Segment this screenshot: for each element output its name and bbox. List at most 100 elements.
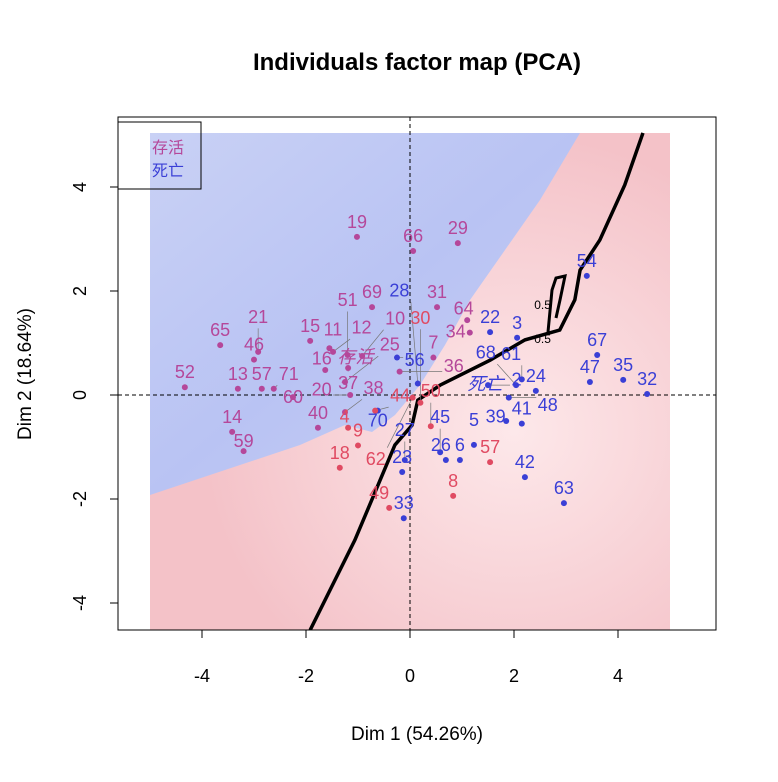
data-point bbox=[487, 329, 494, 336]
point-label: 12 bbox=[352, 318, 372, 338]
data-point bbox=[344, 351, 351, 358]
point-label: 9 bbox=[353, 420, 363, 440]
point-label: 28 bbox=[389, 281, 409, 301]
data-point bbox=[414, 380, 421, 387]
point-label: 13 bbox=[228, 364, 248, 384]
centroid-label: 存活 bbox=[337, 347, 375, 367]
data-point bbox=[345, 364, 352, 371]
point-label: 7 bbox=[428, 333, 438, 353]
data-point bbox=[560, 500, 567, 507]
point-label: 10 bbox=[385, 308, 405, 328]
point-label: 30 bbox=[410, 308, 430, 328]
y-tick-label: 0 bbox=[70, 390, 90, 400]
point-label: 38 bbox=[364, 378, 384, 398]
point-label: 19 bbox=[347, 212, 367, 232]
point-label: 11 bbox=[324, 320, 343, 340]
data-point bbox=[240, 448, 247, 455]
point-label: 42 bbox=[515, 452, 535, 472]
point-label: 27 bbox=[395, 420, 415, 440]
point-label: 50 bbox=[421, 381, 441, 401]
data-point bbox=[456, 457, 463, 463]
point-label: 44 bbox=[390, 386, 410, 406]
data-point bbox=[644, 390, 651, 397]
point-label: 47 bbox=[580, 357, 600, 377]
label-leader-line bbox=[332, 338, 351, 353]
point-label: 68 bbox=[476, 343, 496, 363]
point-label: 69 bbox=[362, 282, 382, 302]
data-point bbox=[330, 348, 337, 355]
point-label: 25 bbox=[380, 335, 400, 355]
point-label: 14 bbox=[222, 407, 242, 427]
point-label: 46 bbox=[244, 335, 264, 355]
data-point bbox=[409, 394, 416, 401]
label-leader-line bbox=[497, 363, 517, 386]
legend-death: 死亡 bbox=[152, 162, 184, 180]
x-tick-label: 0 bbox=[405, 666, 415, 686]
x-axis-label: Dim 1 (54.26%) bbox=[351, 724, 483, 745]
point-label: 63 bbox=[554, 478, 574, 498]
point-label: 2 bbox=[512, 369, 522, 389]
data-point bbox=[217, 342, 224, 349]
data-point bbox=[466, 329, 473, 336]
y-tick-label: 4 bbox=[70, 182, 90, 192]
data-point bbox=[399, 468, 406, 475]
point-label: 6 bbox=[455, 435, 465, 455]
contour-label: 0.5 bbox=[534, 298, 551, 312]
point-label: 70 bbox=[368, 411, 388, 431]
label-leader-line bbox=[361, 329, 384, 357]
region-blue bbox=[150, 133, 580, 495]
point-label: 48 bbox=[538, 395, 558, 415]
data-point bbox=[255, 348, 262, 355]
data-point bbox=[417, 399, 424, 406]
data-point bbox=[470, 441, 477, 448]
point-label: 62 bbox=[366, 449, 386, 469]
x-tick-label: 4 bbox=[613, 666, 623, 686]
data-point bbox=[518, 420, 525, 427]
data-point bbox=[505, 394, 512, 401]
point-label: 23 bbox=[392, 447, 412, 467]
data-point bbox=[336, 464, 343, 471]
x-tick-label: -2 bbox=[298, 666, 314, 686]
y-tick-label: -2 bbox=[70, 491, 90, 507]
contour-label: 0.5 bbox=[534, 332, 551, 346]
point-label: 37 bbox=[338, 373, 358, 393]
data-point bbox=[345, 424, 352, 431]
data-point bbox=[487, 459, 494, 466]
data-point bbox=[427, 423, 434, 430]
point-label: 8 bbox=[448, 471, 458, 491]
data-point bbox=[594, 351, 601, 358]
point-label: 65 bbox=[210, 320, 230, 340]
data-point bbox=[372, 407, 379, 414]
y-tick-label: -4 bbox=[70, 595, 90, 611]
label-leader-line bbox=[344, 355, 379, 383]
data-point bbox=[503, 418, 510, 424]
data-point bbox=[359, 353, 366, 359]
point-label: 15 bbox=[300, 316, 320, 336]
point-label: 26 bbox=[431, 435, 451, 455]
data-point bbox=[430, 354, 437, 361]
x-tick-label: -4 bbox=[194, 666, 210, 686]
x-tick-label: 2 bbox=[509, 666, 519, 686]
point-label: 51 bbox=[338, 290, 358, 310]
data-point bbox=[400, 515, 407, 522]
point-label: 40 bbox=[308, 403, 328, 423]
y-axis-label: Dim 2 (18.64%) bbox=[15, 308, 36, 440]
chart-title: Individuals factor map (PCA) bbox=[253, 49, 581, 76]
data-point bbox=[307, 337, 314, 344]
y-tick-label: 2 bbox=[70, 286, 90, 296]
boundary-island bbox=[546, 274, 567, 333]
data-point bbox=[410, 247, 417, 254]
point-label: 60 bbox=[283, 387, 303, 407]
data-point bbox=[234, 385, 241, 392]
point-label: 52 bbox=[175, 362, 195, 382]
data-point bbox=[347, 392, 354, 398]
data-point bbox=[369, 304, 376, 311]
data-point bbox=[396, 368, 403, 375]
point-label: 33 bbox=[394, 493, 414, 513]
data-point bbox=[434, 304, 441, 311]
point-label: 4 bbox=[340, 406, 350, 426]
data-point bbox=[518, 376, 525, 383]
data-point bbox=[450, 492, 457, 499]
point-label: 64 bbox=[454, 299, 474, 319]
